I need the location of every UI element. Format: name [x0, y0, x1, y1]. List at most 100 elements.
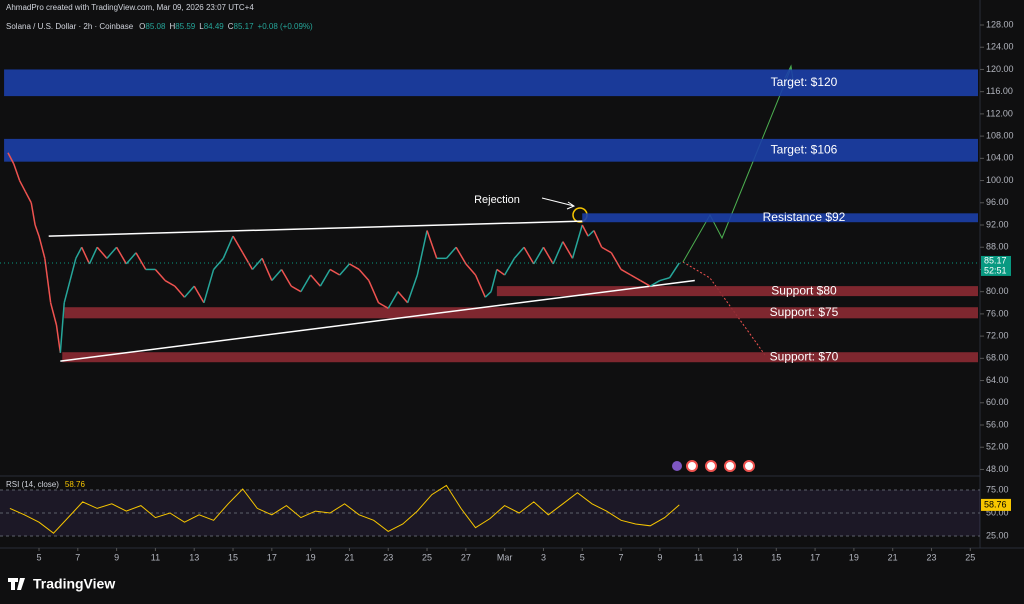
- y-tick-label: 60.00: [986, 397, 1009, 407]
- price-segment: [406, 274, 419, 304]
- price-segment: [251, 257, 263, 270]
- y-tick-label: 88.00: [986, 242, 1009, 252]
- x-tick-label: 13: [189, 552, 199, 562]
- price-segment: [106, 246, 118, 259]
- price-segment: [329, 268, 341, 276]
- price-segment: [601, 246, 612, 254]
- price-segment: [55, 324, 62, 353]
- countdown: 52:51: [984, 265, 1007, 275]
- price-segment: [523, 246, 535, 265]
- price-segment: [455, 246, 467, 265]
- ohlc-value: 85.17: [234, 22, 255, 31]
- price-segment: [24, 191, 32, 204]
- event-icon: [686, 460, 698, 472]
- price-segment: [581, 224, 589, 237]
- y-tick-label: 120.00: [986, 64, 1014, 74]
- y-tick-label: 72.00: [986, 330, 1009, 340]
- zone: [582, 213, 978, 223]
- price-segment: [445, 246, 457, 259]
- x-tick-label: 19: [306, 552, 316, 562]
- events: [672, 460, 755, 472]
- price-segment: [125, 252, 137, 265]
- ohlc-key: C: [228, 22, 234, 31]
- price-segment: [193, 285, 205, 304]
- last-price-box: [981, 255, 1011, 276]
- y-tick-label: 128.00: [986, 19, 1014, 29]
- price-segment: [69, 258, 77, 281]
- price-segment: [416, 230, 428, 276]
- y-tick-label: 92.00: [986, 219, 1009, 229]
- y-tick-label: 76.00: [986, 308, 1009, 318]
- x-tick-label: 15: [228, 552, 238, 562]
- price-segment: [7, 152, 15, 165]
- price-segment: [659, 277, 670, 282]
- price-segment: [154, 268, 166, 282]
- y-tick-label: 75.00: [986, 484, 1009, 494]
- price-segment: [358, 268, 370, 282]
- price-segment: [426, 230, 438, 259]
- price-segment: [271, 268, 283, 282]
- price-segment: [349, 263, 360, 271]
- price-segment: [593, 230, 603, 248]
- price-segment: [387, 291, 399, 309]
- price-segment: [542, 246, 554, 265]
- price-segment: [242, 252, 254, 270]
- price-segment: [640, 279, 651, 287]
- zone-label: Support: $70: [770, 349, 839, 363]
- price-segment: [18, 180, 27, 193]
- price-segment: [34, 224, 40, 237]
- zone-label: Target: $120: [771, 75, 838, 89]
- price-segment: [49, 302, 58, 326]
- price-segment: [668, 262, 680, 279]
- y-tick-label: 104.00: [986, 153, 1014, 163]
- price-segment: [490, 269, 498, 292]
- x-tick-label: 19: [849, 552, 859, 562]
- price-segment: [280, 269, 292, 287]
- x-tick-label: 5: [36, 552, 41, 562]
- rsi-title: RSI (14, close): [6, 480, 59, 489]
- last-price-label: 85.17: [984, 255, 1007, 265]
- price-segment: [310, 274, 321, 287]
- price-segment: [496, 268, 506, 276]
- y-tick-label: 56.00: [986, 419, 1009, 429]
- ohlc-value: 85.59: [175, 22, 196, 31]
- zone-label: Support: $75: [770, 305, 839, 319]
- rsi-last-box: [981, 498, 1011, 511]
- y-tick-label: 100.00: [986, 175, 1014, 185]
- price-segment: [319, 269, 331, 287]
- x-tick-label: 7: [619, 552, 624, 562]
- zone: [62, 352, 978, 363]
- price-segment: [63, 280, 71, 303]
- price-segment: [75, 246, 83, 259]
- annotation: Rejection: [474, 194, 520, 206]
- ohlc-key: O: [139, 22, 145, 31]
- credit: AhmadPro created with TradingView.com, M…: [6, 3, 254, 12]
- y-tick-label: 96.00: [986, 197, 1009, 207]
- price-segment: [368, 280, 380, 304]
- price-segment: [135, 252, 147, 270]
- x-tick-label: 9: [657, 552, 662, 562]
- x-tick-label: 21: [888, 552, 898, 562]
- price-segment: [504, 257, 515, 276]
- y-tick-label: 48.00: [986, 464, 1009, 474]
- change: +0.08 (+0.09%): [258, 22, 313, 31]
- price-segment: [96, 246, 108, 259]
- ohlc-key: H: [169, 22, 175, 31]
- zone-label: Target: $106: [771, 142, 838, 156]
- x-tick-label: 17: [267, 552, 277, 562]
- y-tick-label: 116.00: [986, 86, 1013, 96]
- price-segment: [81, 246, 91, 265]
- rejection-arrow: [541, 197, 576, 210]
- rsi-band: [0, 489, 980, 536]
- x-tick-label: 5: [580, 552, 585, 562]
- x-tick-label: 23: [383, 552, 393, 562]
- zone: [4, 69, 978, 97]
- price-segment: [174, 285, 186, 298]
- price-segment: [474, 274, 486, 298]
- y-tick-label: 68.00: [986, 353, 1009, 363]
- ohlc-key: L: [199, 22, 204, 31]
- x-tick-label: 25: [422, 552, 432, 562]
- price-segment: [571, 224, 583, 259]
